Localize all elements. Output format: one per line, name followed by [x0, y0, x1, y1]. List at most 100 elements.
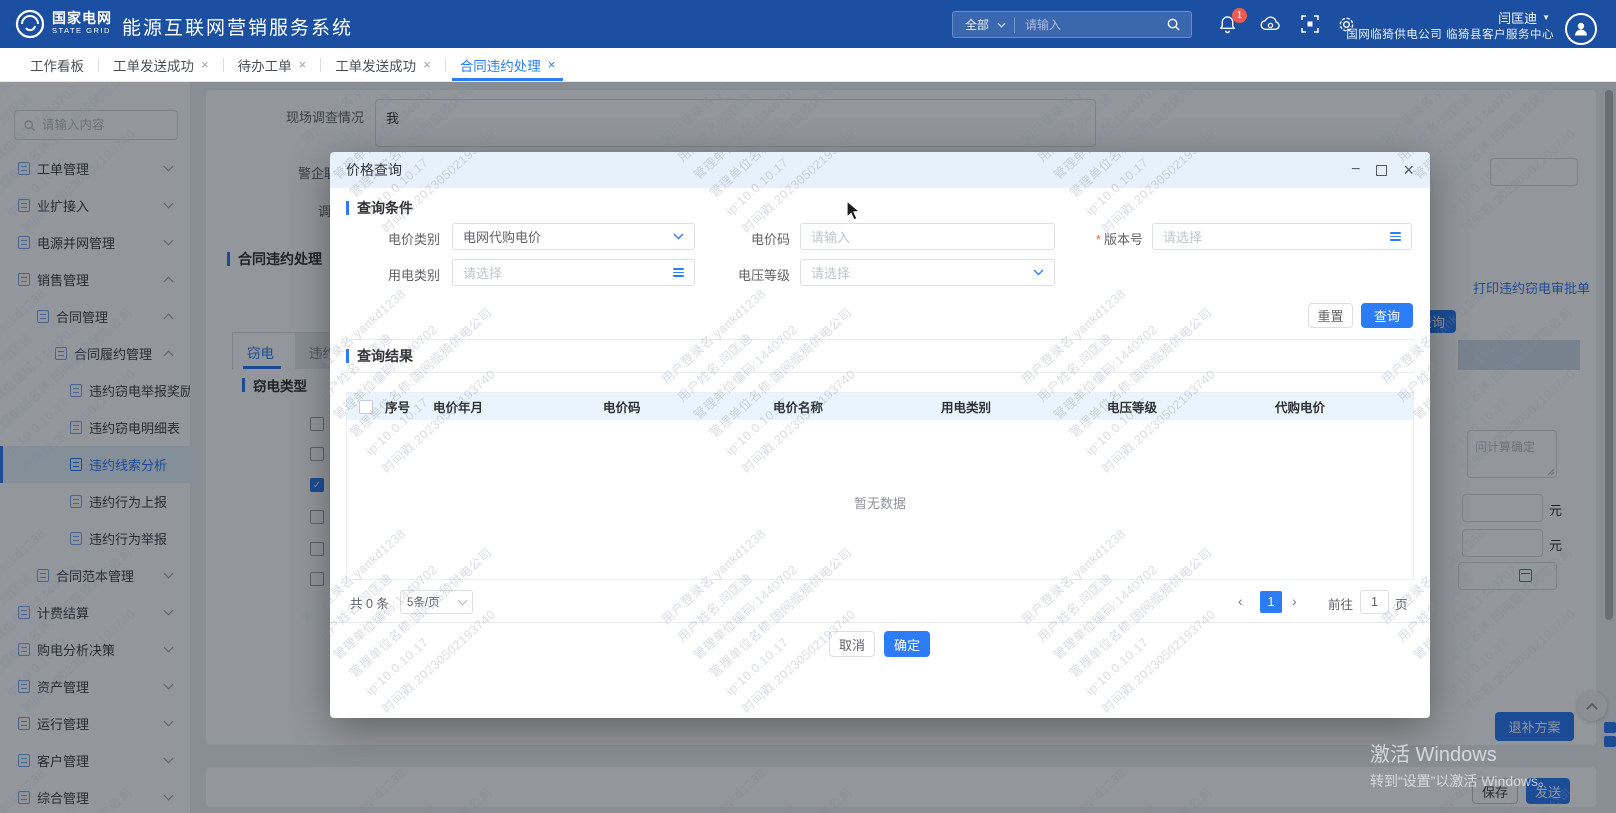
settings-gear-icon[interactable]: [1337, 15, 1356, 34]
bg-checkbox-3[interactable]: ✓: [310, 478, 324, 492]
sidebar-item-业扩接入[interactable]: 业扩接入: [0, 187, 190, 224]
price-code-input[interactable]: 请输入: [800, 223, 1055, 250]
page-size-select[interactable]: 5条/页: [400, 590, 473, 614]
sidebar-item-运行管理[interactable]: 运行管理: [0, 705, 190, 742]
column-header-代购电价: 代购电价: [1275, 401, 1326, 415]
survey-value: 我: [386, 111, 400, 126]
sidebar-item-合同管理[interactable]: 合同管理: [0, 298, 190, 335]
unit-yuan-1: 元: [1549, 503, 1563, 518]
elec-type-select[interactable]: 请选择: [452, 259, 695, 286]
document-icon: [37, 569, 49, 582]
bg-amount-input-1[interactable]: [1462, 494, 1543, 522]
bg-tab-active[interactable]: 窃电: [247, 346, 274, 361]
arrow-up-icon: [1586, 702, 1598, 710]
bg-checkbox-2[interactable]: [310, 447, 324, 461]
minimize-icon[interactable]: −: [1351, 161, 1361, 178]
sidebar-item-违约线索分析[interactable]: 违约线索分析: [0, 446, 190, 483]
close-tab-icon[interactable]: ×: [201, 57, 209, 72]
print-approval-link[interactable]: 打印违约窃电审批单: [1473, 281, 1591, 296]
sidebar-item-购电分析决策[interactable]: 购电分析决策: [0, 631, 190, 668]
voltage-select[interactable]: 请选择: [800, 259, 1055, 286]
sidebar-item-违约窃电举报奖励[interactable]: 违约窃电举报奖励: [0, 372, 193, 409]
bg-amount-input-2[interactable]: [1462, 529, 1543, 557]
send-button[interactable]: 发送: [1526, 778, 1570, 804]
bg-date-input[interactable]: [1458, 562, 1557, 590]
tab-合同违约处理[interactable]: 合同违约处理 ×: [446, 48, 570, 81]
sidebar-item-工单管理[interactable]: 工单管理: [0, 150, 190, 187]
version-select[interactable]: 请选择: [1152, 223, 1412, 250]
close-tab-icon[interactable]: ×: [547, 57, 556, 72]
calendar-icon[interactable]: [1519, 569, 1532, 582]
notification-bell-icon[interactable]: [1218, 15, 1237, 34]
chevron-down-icon: [673, 233, 684, 240]
sidebar-item-计费结算[interactable]: 计费结算: [0, 594, 190, 631]
close-icon[interactable]: ×: [1403, 160, 1414, 180]
query-conditions-section: 查询条件: [346, 198, 413, 218]
confirm-button[interactable]: 确定: [884, 631, 930, 657]
close-tab-icon[interactable]: ×: [298, 57, 307, 72]
bg-checkbox-1[interactable]: [310, 417, 324, 431]
fullscreen-scan-icon[interactable]: [1301, 15, 1319, 33]
sidebar-search-input[interactable]: [42, 118, 152, 132]
sidebar-item-电源并网管理[interactable]: 电源并网管理: [0, 224, 190, 261]
dialog-titlebar[interactable]: 价格查询 − ×: [330, 152, 1430, 188]
sidebar-item-客户管理[interactable]: 客户管理: [0, 742, 190, 779]
reset-button[interactable]: 重置: [1308, 303, 1353, 328]
tab-separator: [98, 57, 99, 72]
document-icon: [70, 458, 82, 471]
save-button[interactable]: 保存: [1472, 778, 1518, 804]
survey-textarea[interactable]: 我: [375, 99, 1096, 147]
sidebar-item-违约行为上报[interactable]: 违约行为上报: [0, 483, 190, 520]
prev-page-button[interactable]: ‹: [1238, 593, 1243, 609]
user-name: 闫匡迪: [1498, 11, 1538, 26]
maximize-icon[interactable]: [1376, 164, 1388, 176]
tab-工单发送成功[interactable]: 工单发送成功 ×: [321, 48, 445, 81]
close-tab-icon[interactable]: ×: [423, 57, 431, 72]
bg-textarea[interactable]: 问计算确定: [1467, 430, 1557, 478]
price-type-select[interactable]: 电网代购电价: [452, 223, 695, 250]
sidebar-item-合同履约管理[interactable]: 合同履约管理: [0, 335, 190, 372]
sidebar-item-销售管理[interactable]: 销售管理: [0, 261, 190, 298]
bg-input[interactable]: [1490, 158, 1578, 186]
next-page-button[interactable]: ›: [1292, 593, 1297, 609]
scrollbar-thumb[interactable]: [1605, 90, 1613, 620]
sidebar-search[interactable]: [14, 110, 178, 140]
document-icon: [18, 754, 30, 767]
sidebar-item-资产管理[interactable]: 资产管理: [0, 668, 190, 705]
user-organization: 国网临猗供电公司 临猗县客户服务中心: [1346, 29, 1554, 41]
query-button[interactable]: 查询: [1361, 303, 1413, 328]
bg-checkbox-4[interactable]: [310, 510, 324, 524]
clipped-label-2: 调: [318, 204, 332, 219]
tab-待办工单[interactable]: 待办工单 ×: [224, 48, 321, 81]
back-to-top-button[interactable]: [1577, 691, 1607, 721]
sidebar-item-违约窃电明细表[interactable]: 违约窃电明细表: [0, 409, 190, 446]
cloud-icon[interactable]: [1260, 15, 1281, 34]
current-page-button[interactable]: 1: [1260, 591, 1282, 613]
refund-plan-button[interactable]: 退补方案: [1495, 712, 1574, 741]
sidebar-item-合同范本管理[interactable]: 合同范本管理: [0, 557, 190, 594]
clipped-label-1: 警企联: [298, 166, 332, 181]
side-float-widget[interactable]: [1604, 722, 1616, 747]
avatar[interactable]: [1565, 13, 1597, 45]
search-input[interactable]: 请输入: [1025, 18, 1062, 32]
tab-工作看板[interactable]: 工作看板: [16, 48, 98, 81]
global-search[interactable]: 全部 请输入: [952, 11, 1192, 38]
resize-handle-icon[interactable]: [1547, 468, 1555, 476]
tab-工单发送成功[interactable]: 工单发送成功 ×: [99, 48, 223, 81]
search-scope-select[interactable]: 全部: [965, 18, 990, 32]
sidebar-item-label: 业扩接入: [37, 199, 90, 214]
divider: [346, 339, 1414, 340]
cancel-button[interactable]: 取消: [829, 631, 875, 657]
sidebar-item-违约行为举报[interactable]: 违约行为举报: [0, 520, 190, 557]
bg-checkbox-5[interactable]: [310, 542, 324, 556]
bg-subsection-title: 窃电类型: [242, 375, 307, 395]
bg-checkbox-6[interactable]: [310, 572, 324, 586]
user-menu[interactable]: 闫匡迪 ▼: [1498, 8, 1550, 27]
search-icon[interactable]: [1166, 17, 1181, 32]
goto-page-input[interactable]: 1: [1360, 590, 1389, 614]
sidebar-item-综合管理[interactable]: 综合管理: [0, 779, 190, 813]
document-icon: [18, 606, 30, 619]
select-all-checkbox[interactable]: [359, 399, 373, 414]
divider: [1014, 16, 1016, 33]
column-header-序号: 序号: [385, 401, 411, 415]
